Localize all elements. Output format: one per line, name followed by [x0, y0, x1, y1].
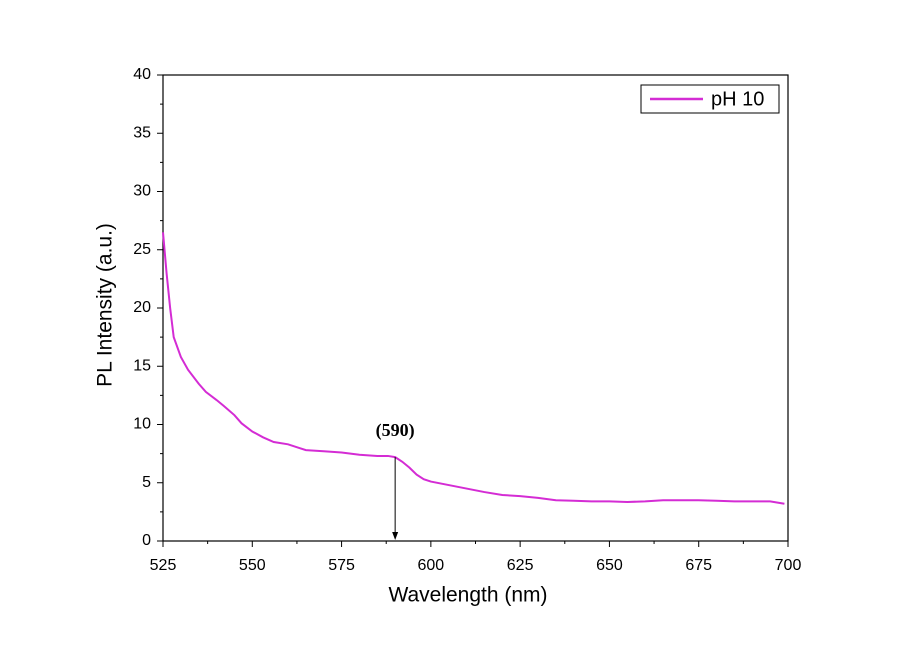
plot-frame [162, 74, 789, 542]
legend-label: pH 10 [711, 88, 764, 110]
x-axis-label: Wavelength (nm) [388, 584, 547, 607]
x-tick-label: 650 [596, 557, 623, 574]
y-tick-label: 15 [133, 357, 151, 374]
annotation-arrowhead [392, 532, 399, 540]
y-tick-label: 0 [142, 532, 151, 549]
x-tick-label: 525 [150, 557, 177, 574]
y-tick-label: 40 [133, 66, 151, 83]
annotation: (590) [376, 420, 415, 441]
x-tick-label: 550 [239, 557, 266, 574]
x-tick-label: 575 [328, 557, 355, 574]
y-axis-label: PL Intensity (a.u.) [94, 223, 117, 387]
y-tick-label: 30 [133, 183, 151, 200]
x-tick-label: 675 [685, 557, 712, 574]
y-tick-label: 20 [133, 299, 151, 316]
y-tick-label: 10 [133, 416, 151, 433]
data-line [162, 232, 785, 505]
x-tick-label: 700 [775, 557, 802, 574]
y-tick-label: 35 [133, 124, 151, 141]
y-tick-label: 25 [133, 241, 151, 258]
x-tick-label: 625 [507, 557, 534, 574]
x-tick-label: 600 [418, 557, 445, 574]
y-tick-label: 5 [142, 474, 151, 491]
